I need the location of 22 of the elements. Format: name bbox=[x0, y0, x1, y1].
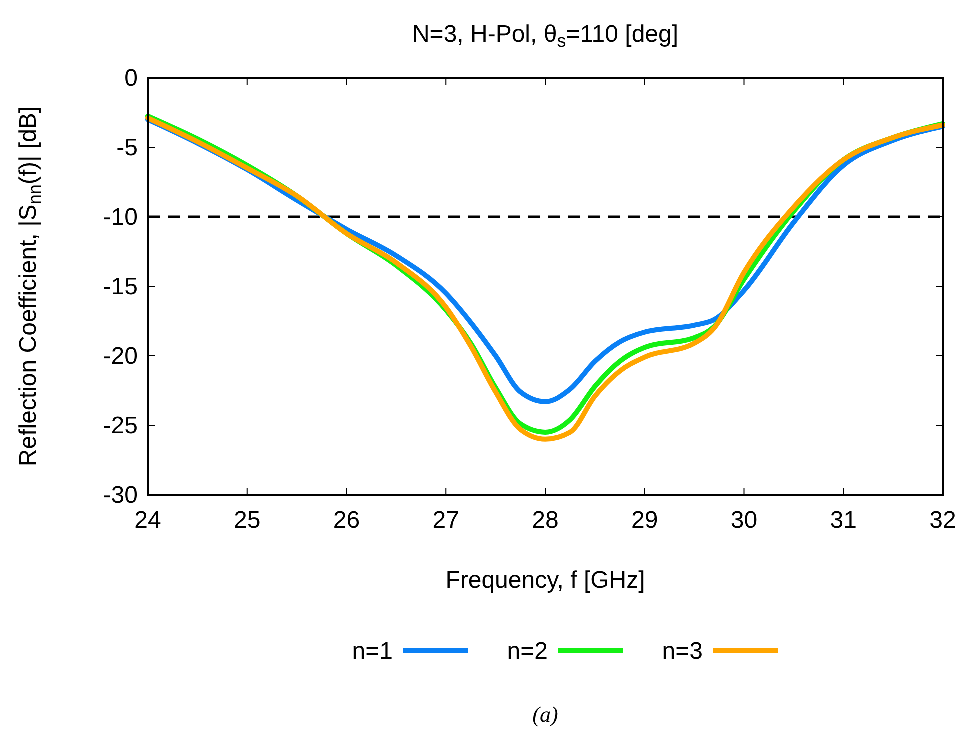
x-tick-label: 28 bbox=[532, 507, 559, 534]
legend-label: n=1 bbox=[352, 638, 393, 665]
y-tick-label: -25 bbox=[103, 412, 138, 440]
x-tick-label: 25 bbox=[234, 507, 261, 534]
x-tick-label: 24 bbox=[134, 507, 162, 534]
text: (a) bbox=[532, 702, 558, 727]
x-tick-label: 32 bbox=[930, 507, 956, 534]
legend-label: n=2 bbox=[507, 638, 548, 665]
chart-title: N=3, H-Pol, θ$_{s}$=110 [deg] bbox=[412, 21, 679, 50]
y-tick-label: -20 bbox=[103, 343, 138, 370]
x-tick-label: 30 bbox=[730, 507, 758, 534]
x-tick-label: 29 bbox=[632, 507, 658, 534]
y-tick-label: -10 bbox=[103, 204, 138, 231]
x-axis-title: Frequency, f [GHz] bbox=[446, 567, 646, 594]
x-tick-label: 26 bbox=[333, 507, 360, 534]
y-tick-label: -5 bbox=[116, 134, 138, 162]
y-tick-label: 0 bbox=[124, 65, 138, 92]
legend-label: n=3 bbox=[662, 638, 703, 665]
x-tick-label: 31 bbox=[830, 507, 857, 534]
y-tick-label: -30 bbox=[103, 482, 138, 509]
x-tick-label: 27 bbox=[432, 507, 460, 534]
y-tick-label: -15 bbox=[103, 274, 138, 300]
